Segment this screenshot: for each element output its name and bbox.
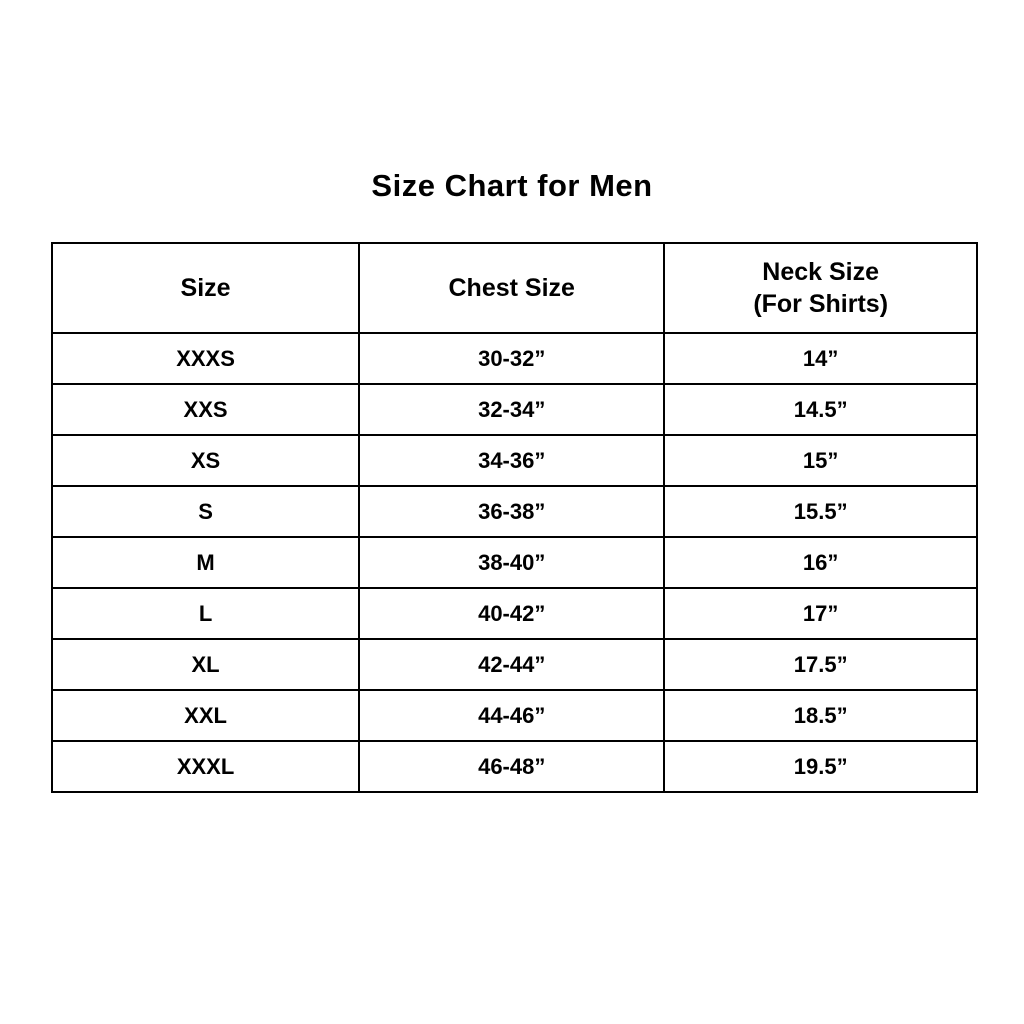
header-sublabel: (For Shirts)	[753, 290, 889, 318]
table-row: L 40-42” 17”	[50, 587, 978, 640]
size-cell: XXL	[50, 689, 361, 742]
neck-cell: 18.5”	[663, 689, 978, 742]
neck-cell: 15”	[663, 434, 978, 487]
chest-cell: 40-42”	[358, 587, 666, 640]
size-cell: XXXL	[50, 740, 361, 793]
table-row: XXXS 30-32” 14”	[50, 332, 978, 385]
chest-cell: 32-34”	[358, 383, 666, 436]
size-cell: L	[50, 587, 361, 640]
neck-cell: 14”	[663, 332, 978, 385]
column-header-chest-size: Chest Size	[358, 242, 666, 334]
size-cell: XS	[50, 434, 361, 487]
size-cell: S	[50, 485, 361, 538]
neck-cell: 16”	[663, 536, 978, 589]
size-cell: XXXS	[50, 332, 361, 385]
size-cell: M	[50, 536, 361, 589]
size-chart-table: Size Chest Size Neck Size (For Shirts) X…	[50, 242, 978, 793]
column-header-neck-size: Neck Size (For Shirts)	[663, 242, 978, 334]
page-title: Size Chart for Men	[371, 168, 653, 203]
neck-cell: 15.5”	[663, 485, 978, 538]
table-row: XXL 44-46” 18.5”	[50, 689, 978, 742]
table-row: XL 42-44” 17.5”	[50, 638, 978, 691]
table-header: Size Chest Size Neck Size (For Shirts)	[50, 242, 978, 334]
chest-cell: 30-32”	[358, 332, 666, 385]
table-row: XXS 32-34” 14.5”	[50, 383, 978, 436]
size-cell: XXS	[50, 383, 361, 436]
header-label: Neck Size	[762, 257, 880, 286]
table-row: M 38-40” 16”	[50, 536, 978, 589]
table-row: XS 34-36” 15”	[50, 434, 978, 487]
neck-cell: 14.5”	[663, 383, 978, 436]
header-label: Chest Size	[448, 273, 575, 302]
chest-cell: 42-44”	[358, 638, 666, 691]
chest-cell: 44-46”	[358, 689, 666, 742]
header-label: Size	[180, 273, 231, 302]
table-row: S 36-38” 15.5”	[50, 485, 978, 538]
neck-cell: 17.5”	[663, 638, 978, 691]
chest-cell: 36-38”	[358, 485, 666, 538]
table-row: XXXL 46-48” 19.5”	[50, 740, 978, 793]
chest-cell: 34-36”	[358, 434, 666, 487]
column-header-size: Size	[50, 242, 361, 334]
size-cell: XL	[50, 638, 361, 691]
chest-cell: 38-40”	[358, 536, 666, 589]
table-body: XXXS 30-32” 14” XXS 32-34” 14.5” XS 34-3…	[50, 332, 978, 793]
chest-cell: 46-48”	[358, 740, 666, 793]
header-row: Size Chest Size Neck Size (For Shirts)	[50, 242, 978, 334]
neck-cell: 17”	[663, 587, 978, 640]
neck-cell: 19.5”	[663, 740, 978, 793]
